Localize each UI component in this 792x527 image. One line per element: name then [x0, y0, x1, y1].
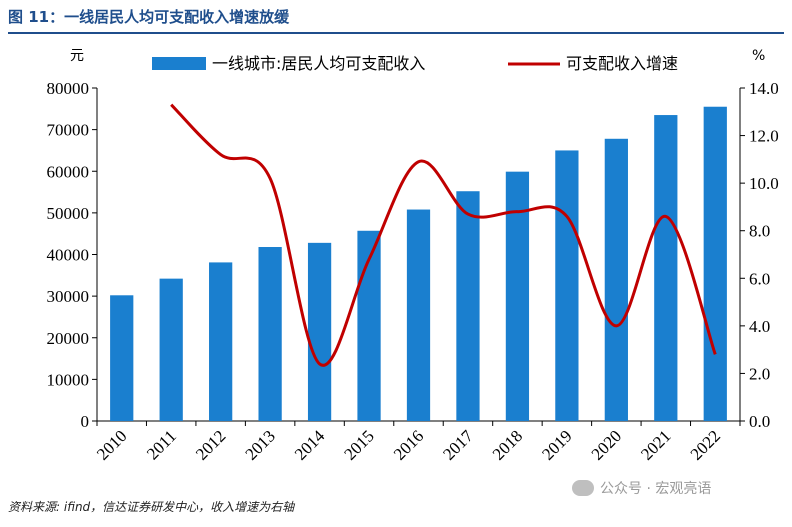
y-left-unit: 元 [70, 48, 84, 64]
y-right-tick-label: 2.0 [749, 364, 770, 383]
y-right-tick-label: 12.0 [749, 127, 779, 146]
bar [258, 247, 282, 421]
bar [159, 278, 183, 421]
bar [505, 171, 530, 421]
y-left-tick-label: 70000 [47, 121, 90, 140]
x-tick-label: 2012 [192, 426, 229, 463]
y-right-tick-label: 10.0 [749, 174, 779, 193]
bar [307, 242, 332, 421]
wechat-icon [572, 480, 594, 496]
x-tick-label: 2013 [241, 426, 278, 463]
bar [406, 209, 431, 421]
y-left-tick-label: 40000 [47, 246, 90, 265]
y-left-tick-label: 20000 [47, 329, 90, 348]
y-left-tick-label: 30000 [47, 287, 90, 306]
legend-label-line: 可支配收入增速 [566, 54, 678, 73]
legend-label-bar: 一线城市:居民人均可支配收入 [212, 54, 425, 73]
bar [703, 106, 727, 421]
line-layer [170, 103, 717, 367]
bar [604, 138, 628, 421]
x-tick-label: 2019 [538, 426, 575, 463]
y-right-tick-label: 0.0 [749, 412, 770, 431]
figure-title: 图 11：一线居民人均可支配收入增速放缓 [8, 8, 290, 26]
y-right-tick-label: 6.0 [749, 269, 770, 288]
bar [555, 150, 579, 421]
bar [110, 295, 134, 421]
bar [654, 115, 678, 422]
x-tick-label: 2011 [143, 426, 180, 463]
watermark-text: 公众号 · 宏观亮语 [600, 481, 712, 497]
y-right-tick-label: 14.0 [749, 79, 779, 98]
x-tick-label: 2022 [687, 426, 724, 463]
watermark: 公众号 · 宏观亮语 [572, 478, 711, 498]
x-tick-label: 2014 [291, 426, 329, 464]
y-right-tick-label: 8.0 [749, 222, 770, 241]
x-tick-label: 2015 [340, 426, 377, 463]
bars-layer [110, 106, 727, 422]
x-tick-label: 2020 [588, 426, 625, 463]
x-tick-label: 2018 [489, 426, 526, 463]
bar [209, 262, 233, 421]
legend-swatch-bar [152, 57, 206, 70]
y-left-tick-label: 0 [81, 412, 90, 431]
bar [357, 230, 381, 421]
x-tick-label: 2010 [93, 426, 130, 463]
y-left-tick-label: 60000 [47, 162, 90, 181]
y-left-tick-label: 10000 [47, 370, 90, 389]
growth-line [170, 103, 717, 367]
title-underline [8, 32, 784, 34]
y-right-tick-label: 4.0 [749, 317, 770, 336]
source-note: 资料来源: ifind，信达证券研发中心，收入增速为右轴 [8, 500, 295, 514]
y-left-tick-label: 50000 [47, 204, 90, 223]
legend: 一线城市:居民人均可支配收入 可支配收入增速 [152, 54, 678, 73]
y-left-tick-label: 80000 [47, 79, 90, 98]
x-tick-label: 2021 [637, 426, 674, 463]
x-tick-label: 2017 [439, 426, 477, 464]
y-right-unit: % [752, 48, 765, 64]
x-tick-label: 2016 [390, 426, 427, 463]
bar [456, 191, 480, 421]
